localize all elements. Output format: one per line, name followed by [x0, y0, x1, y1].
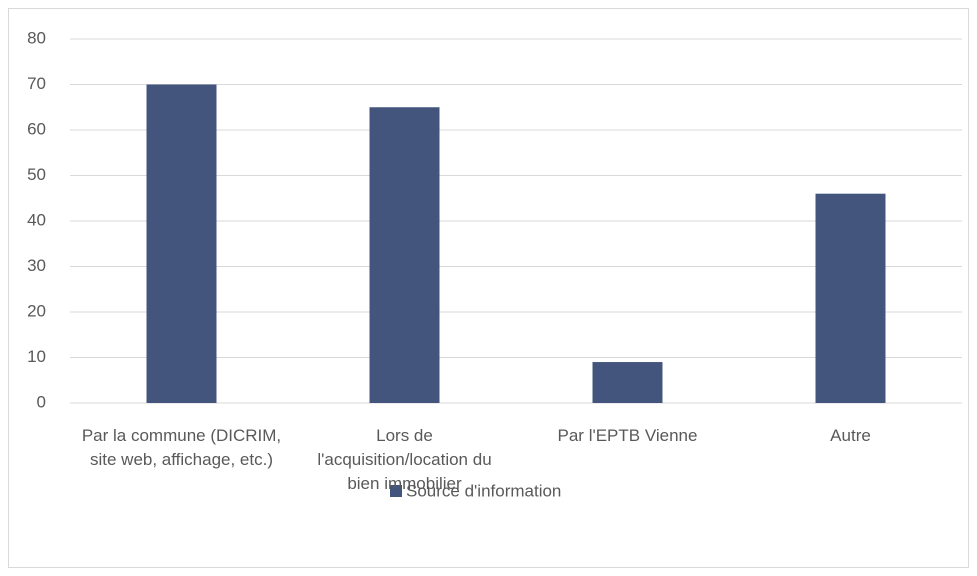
- bar: [592, 362, 663, 403]
- y-tick-label: 30: [27, 256, 46, 275]
- y-tick-label: 80: [27, 28, 46, 47]
- y-tick-label: 50: [27, 165, 46, 184]
- bar: [369, 107, 440, 403]
- x-tick-label: Par l'EPTB Vienne: [557, 426, 698, 445]
- y-tick-label: 10: [27, 347, 46, 366]
- y-tick-label: 60: [27, 119, 46, 138]
- y-tick-label: 40: [27, 210, 46, 229]
- x-tick-label: Lors de l'acquisition/location du bien i…: [317, 426, 492, 493]
- y-tick-label: 20: [27, 301, 46, 320]
- legend-label: Source d'information: [406, 481, 561, 500]
- bar: [815, 193, 886, 403]
- y-tick-label: 70: [27, 74, 46, 93]
- x-tick-label: Par la commune (DICRIM, site web, affich…: [81, 426, 282, 469]
- legend-swatch: [390, 485, 402, 497]
- y-tick-label: 0: [37, 392, 46, 411]
- bar: [146, 84, 217, 403]
- x-tick-label: Autre: [830, 426, 871, 445]
